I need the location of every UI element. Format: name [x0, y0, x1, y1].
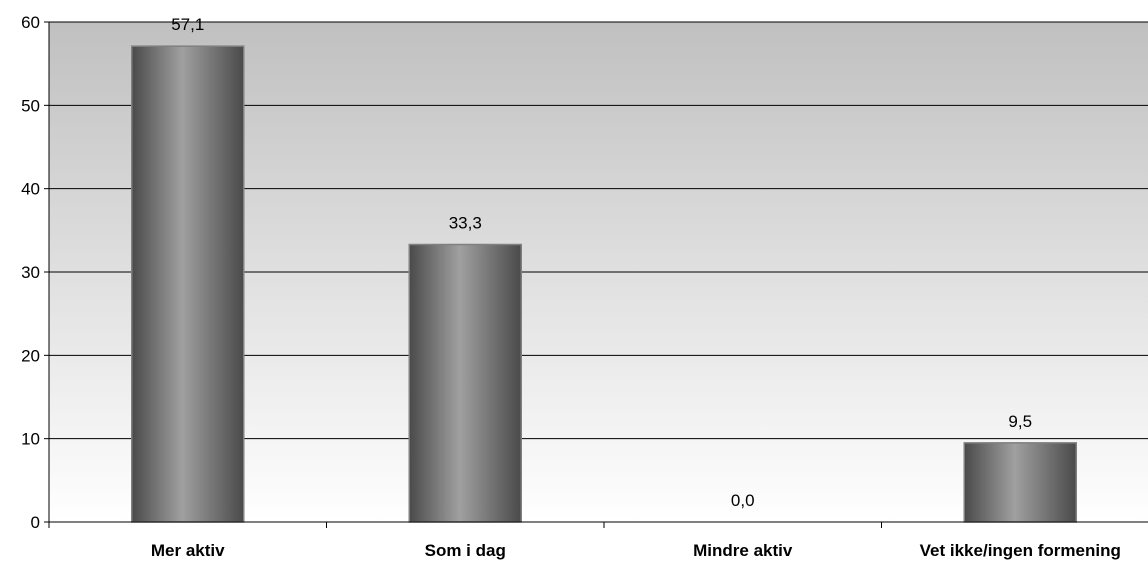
data-label: 33,3: [449, 214, 482, 233]
y-tick-label: 50: [21, 96, 40, 115]
y-tick-label: 20: [21, 346, 40, 365]
bar: [131, 45, 245, 523]
y-tick-label: 60: [21, 13, 40, 32]
x-category-label: Vet ikke/ingen formening: [920, 541, 1121, 560]
bar: [963, 442, 1077, 523]
x-category-label: Mer aktiv: [151, 541, 225, 560]
bars: [131, 45, 1077, 523]
data-label: 9,5: [1008, 412, 1032, 431]
y-tick-label: 0: [31, 513, 40, 532]
y-tick-label: 40: [21, 180, 40, 199]
x-category-label: Som i dag: [425, 541, 506, 560]
labels: 0 10 20 30 40 50 60 57,1 Mer aktiv 33,3 Som i dag 0…: [21, 13, 1121, 560]
y-tick-label: 10: [21, 430, 40, 449]
x-category-label: Mindre aktiv: [693, 541, 793, 560]
bar: [408, 243, 522, 523]
y-tick-label: 30: [21, 263, 40, 282]
data-label: 0,0: [731, 491, 755, 510]
data-label: 57,1: [171, 15, 204, 34]
axes: [44, 21, 1148, 528]
